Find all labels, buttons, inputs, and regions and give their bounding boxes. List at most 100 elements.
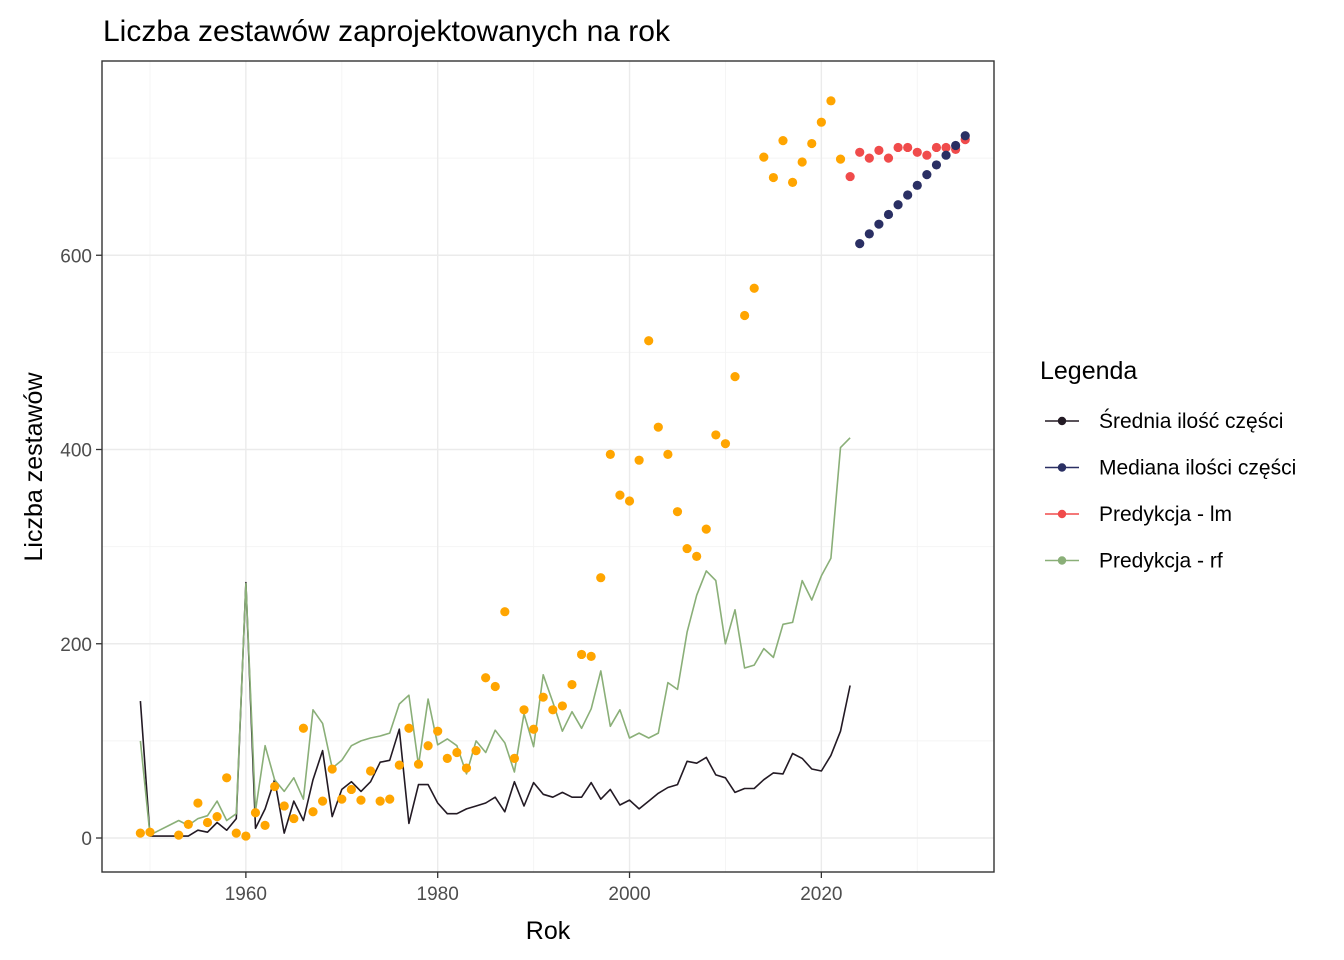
data-point: [241, 831, 251, 841]
data-point: [461, 763, 472, 773]
data-point: [951, 140, 961, 151]
legend-key-point: [1057, 416, 1067, 426]
data-point: [759, 152, 769, 162]
data-point: [740, 310, 750, 321]
legend-entry: Średnia ilość części: [1045, 409, 1283, 433]
data-point: [260, 820, 270, 830]
series-line-srednia-ilosc-czesci: [139, 581, 851, 837]
data-point: [730, 372, 740, 382]
data-point: [212, 812, 222, 822]
data-point: [816, 117, 826, 127]
grid: [102, 61, 994, 872]
data-point: [193, 798, 203, 808]
data-point: [586, 651, 596, 661]
data-point: [941, 142, 951, 153]
data-point: [385, 794, 395, 804]
data-point: [509, 753, 520, 763]
legend-label: Predykcja - rf: [1099, 550, 1223, 573]
data-point: [883, 153, 894, 163]
data-point: [327, 764, 337, 774]
legend-key-point: [1057, 556, 1067, 565]
y-axis-title: Liczba zestawów: [20, 372, 48, 562]
data-point: [893, 200, 903, 210]
data-point: [624, 496, 635, 506]
data-point: [922, 150, 932, 160]
data-point: [519, 705, 529, 715]
data-point: [356, 795, 366, 805]
data-point: [423, 741, 433, 751]
data-point: [308, 807, 318, 817]
series-points-liczba-zestawow: [135, 96, 846, 841]
data-point: [855, 147, 865, 157]
data-point: [864, 153, 874, 163]
data-point: [557, 701, 567, 711]
legend: Legenda Średnia ilość części Mediana iloś…: [1040, 357, 1296, 573]
data-point: [433, 726, 443, 736]
data-point: [720, 439, 731, 449]
data-point: [903, 142, 913, 153]
data-point: [797, 157, 807, 167]
data-point: [529, 724, 539, 734]
data-point: [692, 551, 702, 561]
data-point: [701, 524, 711, 534]
data-point: [941, 150, 951, 160]
data-point: [270, 781, 280, 792]
data-point: [135, 828, 145, 838]
data-point: [548, 705, 558, 715]
data-point: [634, 455, 644, 465]
legend-key-point: [1057, 463, 1067, 472]
data-point: [874, 219, 884, 229]
data-point: [183, 819, 193, 830]
data-point: [653, 422, 663, 432]
data-point: [826, 96, 836, 106]
data-point: [222, 773, 232, 783]
data-point: [576, 649, 587, 660]
legend-entry: Predykcja - rf: [1045, 550, 1223, 573]
data-point: [250, 808, 261, 818]
data-point: [787, 177, 798, 188]
data-point: [912, 147, 922, 157]
data-point: [413, 759, 424, 769]
plot-border: [101, 60, 995, 873]
data-point: [605, 449, 615, 459]
data-point: [711, 430, 721, 440]
y-tick-label: 200: [60, 635, 92, 656]
data-point: [749, 283, 759, 293]
data-point: [596, 573, 606, 583]
data-point: [682, 543, 692, 554]
data-point: [768, 172, 778, 183]
data-point: [644, 336, 654, 346]
data-point: [778, 136, 788, 146]
legend-entry: Predykcja - lm: [1045, 503, 1232, 526]
data-point: [663, 449, 673, 459]
x-axis-title: Rok: [526, 917, 571, 945]
data-point: [375, 796, 385, 806]
data-point: [615, 490, 625, 500]
legend-key-point: [1057, 509, 1067, 519]
data-point: [452, 747, 462, 758]
y-axis: 0 200 400 600: [60, 246, 102, 850]
data-point: [874, 145, 884, 155]
series-line-predykcja-rf: [139, 437, 851, 836]
y-tick-label: 0: [81, 829, 92, 850]
legend-label: Średnia ilość części: [1099, 409, 1283, 433]
y-tick-label: 600: [60, 246, 92, 267]
legend-label: Predykcja - lm: [1099, 503, 1232, 526]
data-point: [931, 142, 942, 153]
data-point: [835, 154, 846, 164]
data-point: [922, 170, 932, 180]
x-tick-label: 1980: [417, 884, 459, 905]
x-tick-label: 2020: [800, 884, 842, 905]
legend-entry: Mediana ilości części: [1045, 457, 1296, 480]
x-tick-label: 2000: [608, 884, 650, 905]
x-axis: 1960 1980 2000 2020: [225, 872, 842, 905]
data-point: [893, 142, 903, 153]
x-tick-label: 1960: [225, 884, 267, 905]
legend-label: Mediana ilości części: [1099, 457, 1296, 480]
data-point: [394, 760, 404, 770]
data-point: [883, 209, 894, 220]
data-point: [279, 801, 289, 811]
data-point: [481, 673, 491, 683]
data-point: [298, 723, 309, 733]
